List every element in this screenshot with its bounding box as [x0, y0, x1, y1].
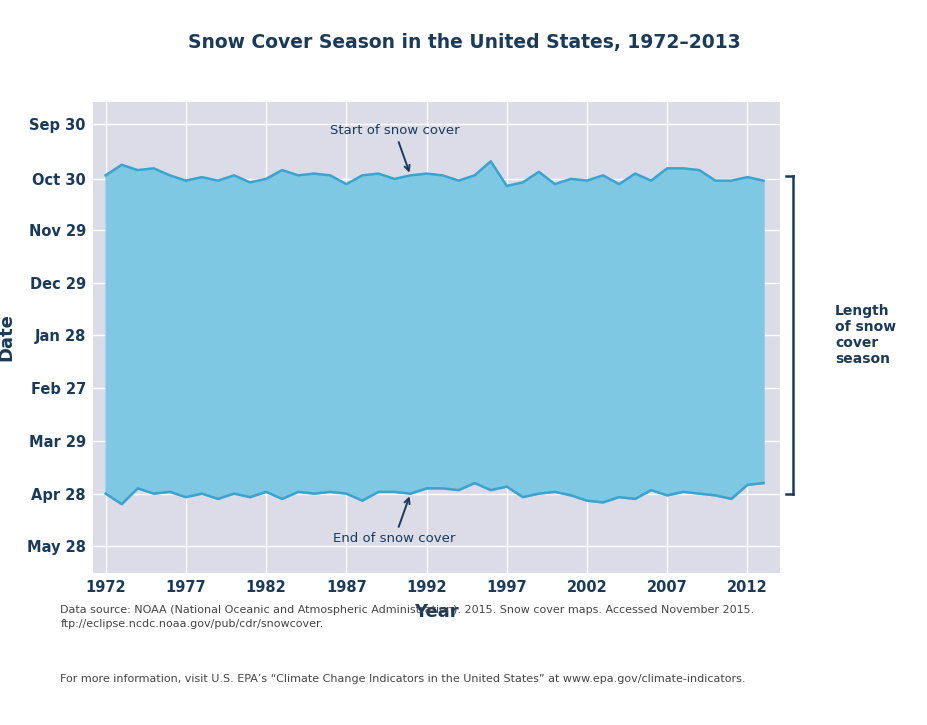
X-axis label: Year: Year: [413, 603, 458, 621]
Text: Data source: NOAA (National Oceanic and Atmospheric Administration). 2015. Snow : Data source: NOAA (National Oceanic and …: [60, 605, 754, 629]
Text: Start of snow cover: Start of snow cover: [329, 124, 459, 170]
Text: End of snow cover: End of snow cover: [333, 498, 455, 545]
Text: For more information, visit U.S. EPA’s “Climate Change Indicators in the United : For more information, visit U.S. EPA’s “…: [60, 674, 745, 684]
Y-axis label: Date: Date: [0, 313, 16, 361]
Text: Snow Cover Season in the United States, 1972–2013: Snow Cover Season in the United States, …: [187, 33, 740, 51]
Text: Length
of snow
cover
season: Length of snow cover season: [834, 304, 895, 366]
